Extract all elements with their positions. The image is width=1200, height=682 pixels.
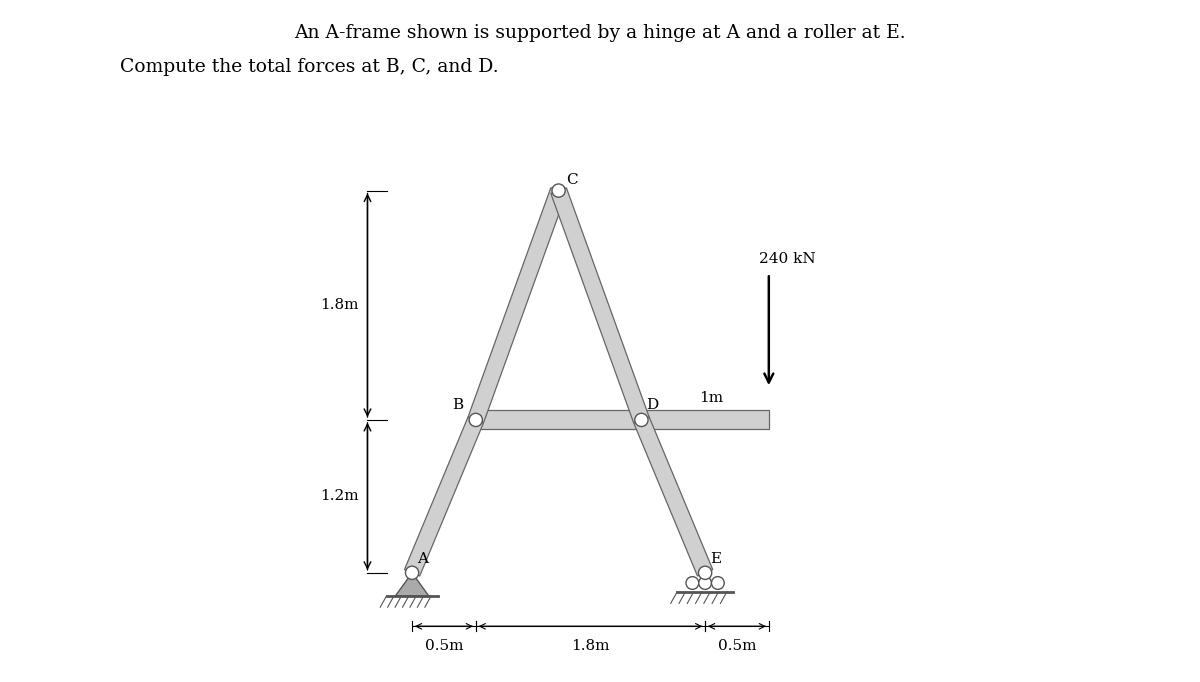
Polygon shape [551, 188, 649, 423]
Circle shape [698, 576, 712, 589]
Text: C: C [566, 173, 578, 187]
Circle shape [698, 566, 712, 580]
Text: 240 kN: 240 kN [758, 252, 815, 266]
Text: A: A [418, 552, 428, 567]
Text: An A-frame shown is supported by a hinge at A and a roller at E.: An A-frame shown is supported by a hinge… [294, 24, 906, 42]
Polygon shape [396, 573, 428, 596]
Text: B: B [452, 398, 463, 413]
Text: D: D [647, 398, 659, 413]
Text: 0.5m: 0.5m [425, 639, 463, 653]
Circle shape [406, 566, 419, 580]
Circle shape [712, 576, 725, 589]
Text: 1m: 1m [700, 391, 724, 404]
Circle shape [686, 576, 698, 589]
Text: 0.5m: 0.5m [718, 639, 756, 653]
Polygon shape [404, 417, 484, 576]
Circle shape [552, 184, 565, 197]
Text: 1.2m: 1.2m [320, 490, 359, 503]
Circle shape [635, 413, 648, 426]
Text: Compute the total forces at B, C, and D.: Compute the total forces at B, C, and D. [120, 58, 499, 76]
Text: E: E [710, 552, 721, 567]
Polygon shape [475, 411, 769, 430]
Circle shape [469, 413, 482, 426]
Polygon shape [468, 188, 566, 423]
Text: 1.8m: 1.8m [320, 298, 359, 312]
Text: 1.8m: 1.8m [571, 639, 610, 653]
Polygon shape [634, 417, 713, 576]
